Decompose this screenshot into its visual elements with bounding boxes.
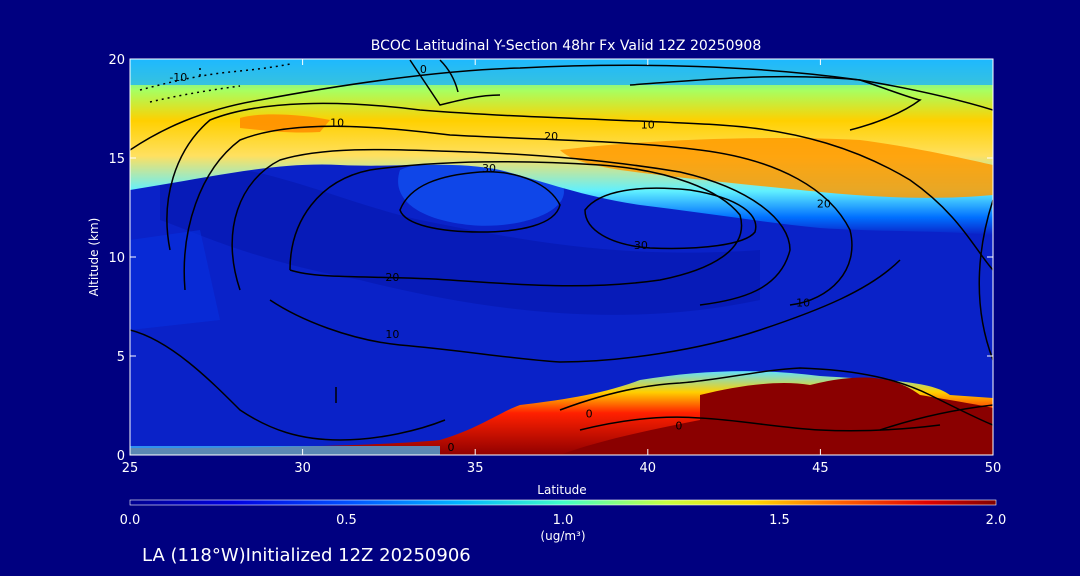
contour-label: 20 <box>817 198 831 211</box>
contour-dotted-line <box>139 63 291 91</box>
heatmap-surface-strip <box>130 446 440 455</box>
colorbar-tick-label: 0.5 <box>336 513 357 528</box>
contour-label: 10 <box>796 297 810 310</box>
contour-line <box>579 416 941 432</box>
contour-dotted-lines <box>139 63 291 103</box>
contour-label: 10 <box>641 118 655 131</box>
contour-line <box>409 59 501 106</box>
heatmap-top-strip <box>130 59 993 85</box>
heatmap-dark-pocket <box>160 165 760 315</box>
contour-line <box>978 199 993 361</box>
contour-line <box>584 187 757 250</box>
y-axis: 0 5 10 15 20 <box>108 53 993 464</box>
contour-line <box>130 329 446 441</box>
contour-label: 0 <box>420 63 427 76</box>
x-tick-label: 40 <box>640 461 657 476</box>
heatmap-orange-spot <box>240 114 330 133</box>
contour-line <box>289 160 743 287</box>
contour-label: 20 <box>544 130 558 143</box>
contour-labels: -10 0 10 10 20 30 20 30 20 10 10 0 0 0 <box>169 63 831 454</box>
footer-text: LA (118°W)Initialized 12Z 20250906 <box>142 545 471 566</box>
heatmap-max-region <box>560 377 993 455</box>
y-axis-label: Altitude (km) <box>87 218 101 297</box>
heatmap-mid-pocket <box>130 230 220 330</box>
contour-label: 10 <box>385 328 399 341</box>
colorbar-unit: (ug/m³) <box>540 529 585 543</box>
contour-line <box>166 102 993 271</box>
contour-line <box>559 367 993 426</box>
contour-line <box>399 171 561 233</box>
colorbar-tick-label: 1.5 <box>769 513 790 528</box>
contour-line <box>231 148 791 306</box>
contour-line <box>439 59 459 93</box>
contour-label: 30 <box>482 162 496 175</box>
contour-label: 30 <box>634 239 648 252</box>
contour-label: 0 <box>675 419 682 432</box>
x-tick-label: 30 <box>294 461 311 476</box>
colorbar-ticks: 0.0 0.5 1.0 1.5 2.0 <box>120 513 1007 528</box>
heatmap-orange-band <box>560 138 993 198</box>
contour-label: 20 <box>385 271 399 284</box>
contour-line <box>269 259 901 363</box>
heatmap-upper-band <box>130 59 993 235</box>
y-tick-label: 5 <box>117 350 125 365</box>
x-axis: 25 30 35 40 45 50 <box>122 59 1002 476</box>
contour-line <box>183 125 853 306</box>
contour-label: 0 <box>586 407 593 420</box>
contour-label: 10 <box>330 116 344 129</box>
heatmap-field <box>130 59 993 455</box>
chart-title: BCOC Latitudinal Y-Section 48hr Fx Valid… <box>371 38 761 54</box>
y-tick-label: 20 <box>108 53 125 68</box>
colorbar-tick-label: 1.0 <box>553 513 574 528</box>
contour-label: 0 <box>448 441 455 454</box>
x-tick-label: 45 <box>812 461 829 476</box>
y-tick-label: 0 <box>117 449 125 464</box>
y-tick-label: 10 <box>108 251 125 266</box>
x-tick-label: 35 <box>467 461 484 476</box>
contour-label: -10 <box>169 71 187 84</box>
contour-line <box>130 64 993 151</box>
x-axis-label: Latitude <box>537 483 586 497</box>
colorbar <box>129 499 997 506</box>
contour-lines <box>130 59 993 441</box>
y-tick-label: 15 <box>108 152 125 167</box>
colorbar-tick-label: 2.0 <box>986 513 1007 528</box>
colorbar-tick-label: 0.0 <box>120 513 141 528</box>
x-tick-label: 25 <box>122 461 139 476</box>
contour-line <box>629 75 922 131</box>
contour-line <box>879 404 993 431</box>
x-tick-label: 50 <box>985 461 1002 476</box>
